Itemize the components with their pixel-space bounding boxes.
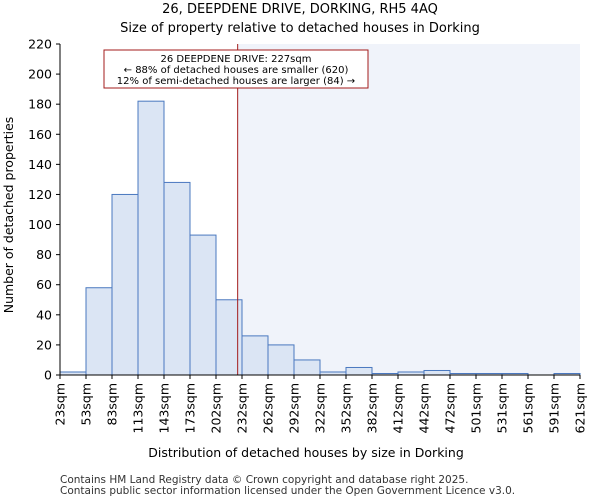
x-tick-label: 412sqm [391, 383, 406, 433]
x-tick-label: 322sqm [313, 383, 328, 433]
x-tick-label: 262sqm [261, 383, 276, 433]
y-tick-label: 160 [28, 127, 52, 142]
y-tick-label: 60 [36, 277, 52, 292]
histogram-bar [137, 100, 165, 376]
x-tick-label: 442sqm [417, 383, 432, 433]
larger-region-shade [237, 44, 580, 375]
x-tick-label: 143sqm [157, 383, 172, 433]
x-tick-label: 53sqm [79, 383, 94, 426]
x-tick-label: 202sqm [209, 383, 224, 433]
x-tick-label: 472sqm [443, 383, 458, 433]
y-tick-label: 80 [36, 247, 52, 262]
y-tick-label: 120 [28, 187, 52, 202]
x-tick-label: 292sqm [287, 383, 302, 433]
histogram-bar [111, 193, 139, 376]
annotation-line-2: ← 88% of detached houses are smaller (62… [124, 65, 349, 76]
annotation-line-1: 26 DEEPDENE DRIVE: 227sqm [161, 54, 312, 65]
x-tick-label: 232sqm [235, 383, 250, 433]
x-tick-label: 23sqm [53, 383, 68, 426]
x-tick-label: 173sqm [183, 383, 198, 433]
chart-title: 26, DEEPDENE DRIVE, DORKING, RH5 4AQ [162, 2, 438, 17]
annotation-line-3: 12% of semi-detached houses are larger (… [117, 76, 355, 87]
annotation-frame [103, 49, 369, 89]
histogram-bar [189, 234, 217, 376]
histogram-bar [241, 335, 269, 376]
y-tick-label: 0 [44, 368, 52, 383]
y-tick-label: 140 [28, 157, 52, 172]
x-tick-label: 621sqm [573, 383, 588, 433]
x-tick-label: 352sqm [339, 383, 354, 433]
histogram-bar [85, 287, 113, 376]
y-tick-label: 200 [28, 67, 52, 82]
y-tick-label: 220 [28, 37, 52, 52]
histogram-bar [345, 366, 373, 376]
annotation-box: 26 DEEPDENE DRIVE: 227sqm ← 88% of detac… [103, 49, 369, 89]
histogram-bar [163, 181, 191, 376]
chart-subtitle: Size of property relative to detached ho… [120, 21, 480, 36]
y-tick-label: 40 [36, 307, 52, 322]
x-tick-label: 113sqm [131, 383, 146, 433]
x-tick-label: 501sqm [469, 383, 484, 433]
x-axis-label: Distribution of detached houses by size … [148, 445, 464, 460]
x-tick-label: 382sqm [365, 383, 380, 433]
histogram-bar [267, 344, 295, 376]
x-tick-label: 531sqm [495, 383, 510, 433]
histogram-bar [423, 369, 451, 376]
footer-line-1: Contains HM Land Registry data © Crown c… [60, 474, 468, 486]
y-axis-label: Number of detached properties [1, 117, 16, 314]
x-tick-label: 591sqm [547, 383, 562, 433]
histogram-bar [293, 359, 321, 376]
y-tick-label: 20 [36, 337, 52, 352]
y-tick-label: 180 [28, 97, 52, 112]
footer-line-2: Contains public sector information licen… [60, 485, 515, 497]
x-tick-label: 561sqm [521, 383, 536, 433]
x-tick-label: 83sqm [105, 383, 120, 426]
y-tick-label: 100 [28, 217, 52, 232]
